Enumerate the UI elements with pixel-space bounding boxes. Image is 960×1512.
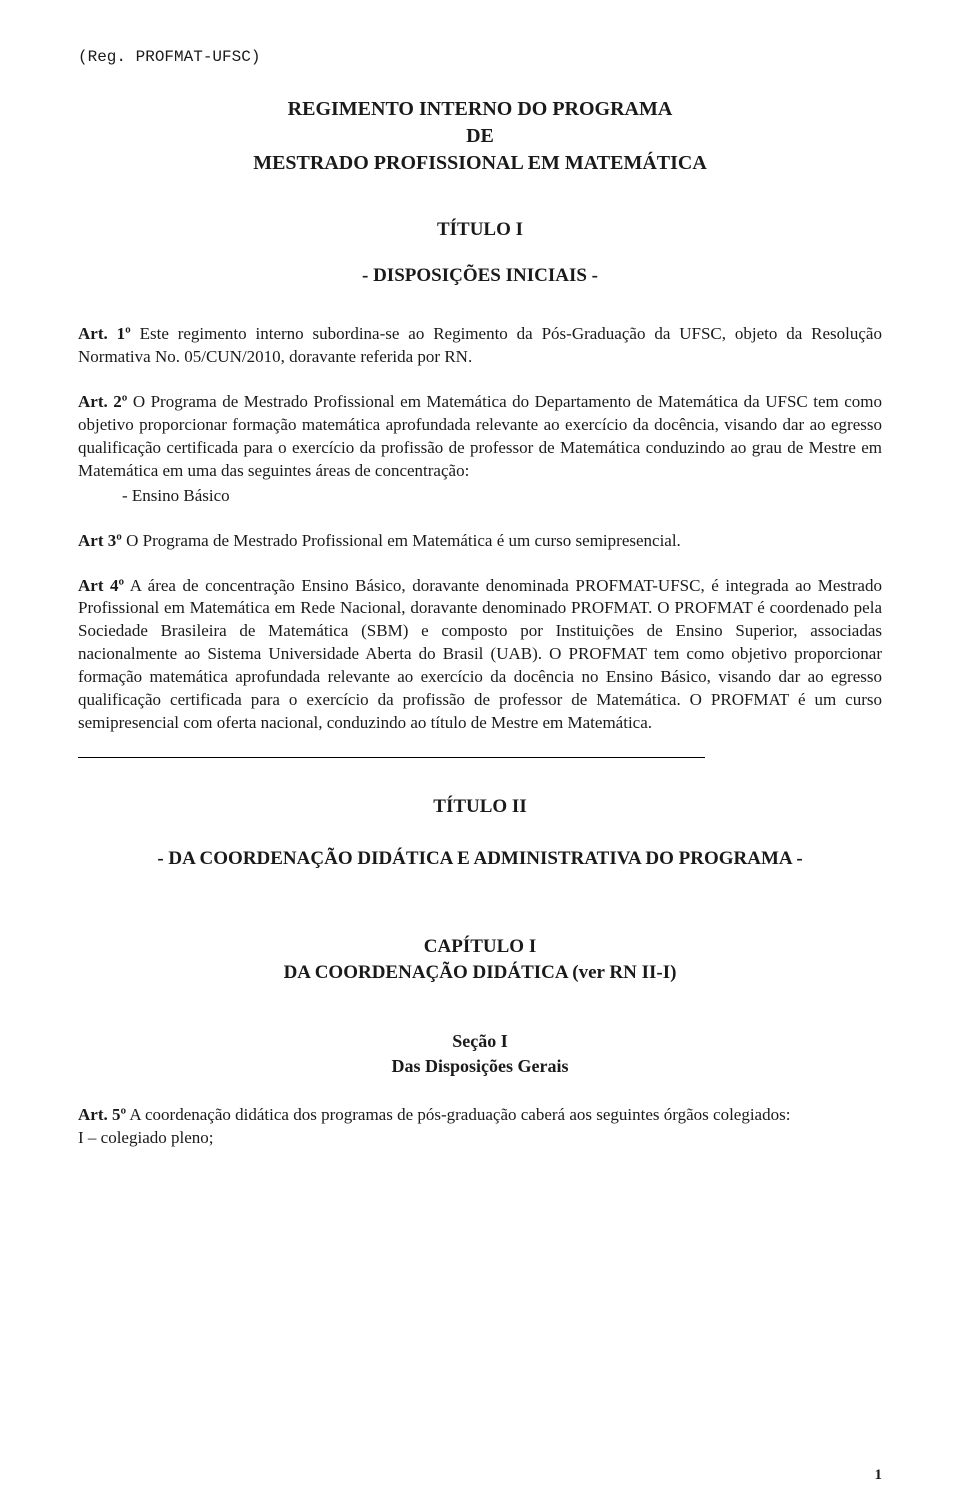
article-5-text: A coordenação didática dos programas de … xyxy=(126,1105,790,1124)
titulo-1-subtitle: - DISPOSIÇÕES INICIAIS - xyxy=(78,265,882,287)
capitulo-1-line-2: DA COORDENAÇÃO DIDÁTICA (ver RN II-I) xyxy=(78,960,882,986)
article-2-text: O Programa de Mestrado Profissional em M… xyxy=(78,392,882,480)
capitulo-1: CAPÍTULO I DA COORDENAÇÃO DIDÁTICA (ver … xyxy=(78,934,882,985)
article-3: Art 3º O Programa de Mestrado Profission… xyxy=(78,530,882,553)
titulo-2: TÍTULO II xyxy=(78,796,882,818)
divider-rule xyxy=(78,757,705,758)
titulo-1: TÍTULO I xyxy=(78,219,882,241)
article-2: Art. 2º O Programa de Mestrado Profissio… xyxy=(78,391,882,483)
article-4: Art 4º A área de concentração Ensino Bás… xyxy=(78,575,882,736)
document-page: (Reg. PROFMAT-UFSC) REGIMENTO INTERNO DO… xyxy=(0,0,960,1512)
main-title: REGIMENTO INTERNO DO PROGRAMA DE MESTRAD… xyxy=(78,96,882,177)
article-3-label: Art 3º xyxy=(78,531,122,550)
article-5-item: I – colegiado pleno; xyxy=(78,1128,214,1147)
capitulo-1-line-1: CAPÍTULO I xyxy=(78,934,882,960)
secao-1-line-1: Seção I xyxy=(78,1029,882,1053)
page-number: 1 xyxy=(875,1467,883,1484)
article-5: Art. 5º A coordenação didática dos progr… xyxy=(78,1104,882,1150)
main-title-line-2: DE xyxy=(78,123,882,150)
header-tag: (Reg. PROFMAT-UFSC) xyxy=(78,48,882,66)
article-3-text: O Programa de Mestrado Profissional em M… xyxy=(122,531,681,550)
article-5-label: Art. 5º xyxy=(78,1105,126,1124)
secao-1: Seção I Das Disposições Gerais xyxy=(78,1029,882,1078)
article-1-label: Art. 1º xyxy=(78,324,131,343)
article-2-item: - Ensino Básico xyxy=(122,485,882,508)
article-4-text: A área de concentração Ensino Básico, do… xyxy=(78,576,882,733)
article-1-text: Este regimento interno subordina-se ao R… xyxy=(78,324,882,366)
main-title-line-3: MESTRADO PROFISSIONAL EM MATEMÁTICA xyxy=(78,150,882,177)
main-title-line-1: REGIMENTO INTERNO DO PROGRAMA xyxy=(78,96,882,123)
article-4-label: Art 4º xyxy=(78,576,124,595)
article-2-label: Art. 2º xyxy=(78,392,127,411)
article-1: Art. 1º Este regimento interno subordina… xyxy=(78,323,882,369)
secao-1-line-2: Das Disposições Gerais xyxy=(78,1054,882,1078)
titulo-2-subtitle: - DA COORDENAÇÃO DIDÁTICA E ADMINISTRATI… xyxy=(78,848,882,870)
